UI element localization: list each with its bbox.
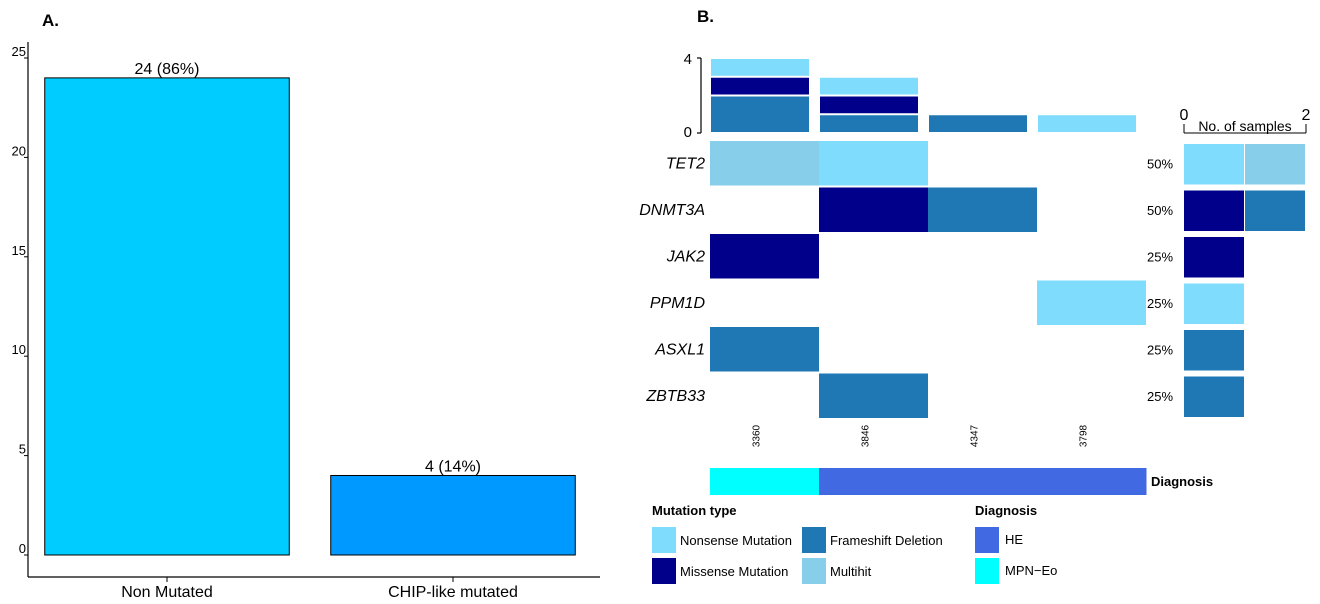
top-bar-segment-1-1 bbox=[820, 96, 918, 114]
gene-percent-ZBTB33: 25% bbox=[1147, 389, 1173, 404]
gene-label-DNMT3A: DNMT3A bbox=[639, 202, 705, 219]
gene-label-ZBTB33: ZBTB33 bbox=[645, 388, 705, 405]
panel-a-bar-chart: 0 5 10 15 20 25 24 (86%) Non Mutated 4 (14%) CHIP… bbox=[12, 42, 600, 601]
y-tick-label-25: 25 bbox=[12, 44, 26, 59]
top-bar-segment-2-0 bbox=[929, 115, 1027, 132]
side-bar-PPM1D-0 bbox=[1184, 283, 1244, 324]
top-bar-tick-label-max: 4 bbox=[684, 51, 692, 68]
side-bar-ZBTB33-0 bbox=[1184, 376, 1244, 417]
gene-label-TET2: TET2 bbox=[666, 155, 705, 172]
y-tick-label-15: 15 bbox=[12, 243, 26, 258]
sample-label-3360: 3360 bbox=[752, 424, 763, 447]
gene-percent-ASXL1: 25% bbox=[1147, 342, 1173, 357]
side-bar-axis-label: No. of samples bbox=[1198, 118, 1291, 134]
legend-label-diagnosis-0: HE bbox=[1005, 532, 1023, 547]
legend-swatch-diagnosis-0 bbox=[975, 527, 999, 553]
legend-label-mutation-1: Missense Mutation bbox=[680, 564, 788, 579]
cell-JAK2-3360 bbox=[710, 234, 819, 279]
legend-swatch-mutation-1 bbox=[652, 558, 676, 584]
side-bar-tick-label-max: 2 bbox=[1302, 107, 1311, 124]
gene-percent-TET2: 50% bbox=[1147, 156, 1173, 171]
sample-label-3798: 3798 bbox=[1079, 424, 1090, 447]
x-tick-label-0: Non Mutated bbox=[121, 584, 213, 601]
bar-0 bbox=[44, 77, 290, 556]
top-bar-segment-0-2 bbox=[711, 59, 809, 76]
panel-a-label: A. bbox=[42, 11, 59, 30]
top-bar-segment-1-0 bbox=[820, 115, 918, 132]
bar-data-label-0: 24 (86%) bbox=[135, 61, 200, 78]
side-bar-DNMT3A-0 bbox=[1184, 190, 1244, 231]
top-bar-segment-3-0 bbox=[1038, 115, 1136, 132]
annotation-cell-4347 bbox=[928, 468, 1038, 495]
legend-swatch-mutation-0 bbox=[652, 527, 676, 553]
legend-label-mutation-3: Multihit bbox=[830, 564, 872, 579]
y-tick-label-20: 20 bbox=[12, 143, 26, 158]
x-tick-label-1: CHIP-like mutated bbox=[388, 584, 518, 601]
legend-label-diagnosis-1: MPN−Eo bbox=[1005, 563, 1057, 578]
legend-mutation-title: Mutation type bbox=[652, 503, 737, 518]
cell-TET2-3846 bbox=[819, 141, 928, 186]
side-bar-DNMT3A-1 bbox=[1245, 190, 1305, 231]
gene-label-ASXL1: ASXL1 bbox=[654, 341, 705, 358]
sample-label-3846: 3846 bbox=[861, 424, 872, 447]
gene-label-JAK2: JAK2 bbox=[666, 248, 705, 265]
top-bar-segment-0-1 bbox=[711, 77, 809, 95]
side-bar-TET2-1 bbox=[1245, 144, 1305, 185]
gene-label-PPM1D: PPM1D bbox=[650, 295, 706, 312]
bar-1 bbox=[330, 474, 576, 556]
gene-percent-JAK2: 25% bbox=[1147, 249, 1173, 264]
annotation-cell-3846 bbox=[819, 468, 929, 495]
cell-DNMT3A-4347 bbox=[928, 187, 1037, 232]
cell-ZBTB33-3846 bbox=[819, 373, 928, 418]
top-bar-segment-0-0 bbox=[711, 96, 809, 132]
annotation-cell-3360 bbox=[710, 468, 820, 495]
legend-label-mutation-2: Frameshift Deletion bbox=[830, 533, 943, 548]
panel-b-oncoplot: 4 0 0 2 No. of samples Diagnosis Mutatio… bbox=[639, 51, 1311, 584]
legend-swatch-mutation-3 bbox=[802, 558, 826, 584]
gene-percent-DNMT3A: 50% bbox=[1147, 203, 1173, 218]
sample-label-4347: 4347 bbox=[970, 424, 981, 447]
cell-PPM1D-3798 bbox=[1037, 280, 1146, 325]
legend-swatch-diagnosis-1 bbox=[975, 558, 999, 584]
top-bar-tick-label-min: 0 bbox=[684, 124, 692, 141]
y-tick-label-5: 5 bbox=[19, 442, 26, 457]
diagnosis-annotation-label: Diagnosis bbox=[1151, 474, 1213, 489]
top-bar-segment-1-2 bbox=[820, 77, 918, 95]
side-bar-JAK2-0 bbox=[1184, 237, 1244, 278]
panel-b-label: B. bbox=[697, 7, 714, 26]
annotation-cell-3798 bbox=[1037, 468, 1147, 495]
gene-percent-PPM1D: 25% bbox=[1147, 296, 1173, 311]
cell-ASXL1-3360 bbox=[710, 327, 819, 372]
cell-DNMT3A-3846 bbox=[819, 187, 928, 232]
cell-TET2-3360 bbox=[710, 141, 819, 186]
side-bar-tick-label-min: 0 bbox=[1180, 107, 1189, 124]
legend-label-mutation-0: Nonsense Mutation bbox=[680, 533, 792, 548]
legend-swatch-mutation-2 bbox=[802, 527, 826, 553]
legend-diagnosis-title: Diagnosis bbox=[975, 503, 1037, 518]
side-bar-ASXL1-0 bbox=[1184, 330, 1244, 371]
y-tick-label-0: 0 bbox=[19, 541, 26, 556]
bar-data-label-1: 4 (14%) bbox=[425, 458, 481, 475]
side-bar-TET2-0 bbox=[1184, 144, 1244, 185]
y-tick-label-10: 10 bbox=[12, 342, 26, 357]
